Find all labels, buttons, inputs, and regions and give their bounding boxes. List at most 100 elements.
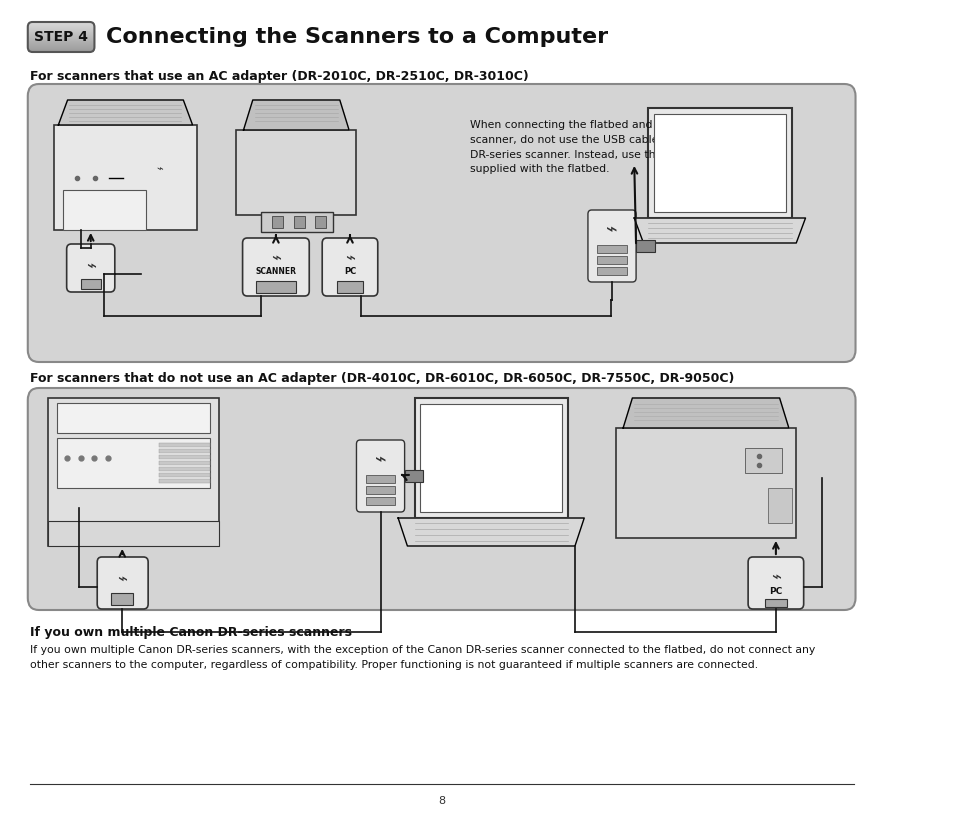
Polygon shape — [58, 100, 193, 125]
Text: Connecting the Scanners to a Computer: Connecting the Scanners to a Computer — [106, 27, 607, 47]
Text: ⌁: ⌁ — [375, 451, 386, 470]
Bar — [28, 48, 94, 49]
FancyBboxPatch shape — [747, 557, 802, 609]
Text: ⌁: ⌁ — [271, 249, 280, 267]
FancyBboxPatch shape — [97, 557, 148, 609]
Bar — [28, 29, 94, 30]
Bar — [28, 51, 94, 52]
Bar — [159, 455, 210, 459]
Text: PC: PC — [343, 267, 355, 276]
Bar — [615, 428, 796, 538]
Bar — [28, 28, 94, 29]
Text: ⌁: ⌁ — [117, 570, 127, 588]
Bar — [28, 38, 94, 39]
Bar — [28, 36, 94, 37]
Text: When connecting the flatbed and the Canon DR-series
scanner, do not use the USB : When connecting the flatbed and the Cano… — [470, 120, 767, 174]
Bar — [48, 398, 219, 546]
Bar — [159, 461, 210, 465]
Bar — [28, 40, 94, 41]
Bar — [28, 27, 94, 28]
Bar — [415, 398, 567, 518]
Bar — [28, 31, 94, 32]
Bar — [159, 449, 210, 453]
Bar — [159, 467, 210, 471]
Text: ⌁: ⌁ — [345, 249, 355, 267]
Bar — [28, 32, 94, 33]
Bar — [420, 404, 561, 512]
Text: ⌁: ⌁ — [156, 165, 163, 175]
Polygon shape — [397, 518, 583, 546]
Bar — [159, 479, 210, 483]
Bar — [365, 475, 395, 483]
Bar — [744, 448, 781, 473]
Text: If you own multiple Canon DR-series scanners, with the exception of the Canon DR: If you own multiple Canon DR-series scan… — [30, 645, 814, 670]
Bar — [63, 190, 146, 230]
Bar — [57, 403, 210, 433]
Bar — [636, 240, 654, 252]
Bar — [28, 37, 94, 38]
Bar — [597, 256, 626, 264]
Text: If you own multiple Canon DR-series scanners: If you own multiple Canon DR-series scan… — [30, 626, 352, 639]
Text: For scanners that do not use an AC adapter (DR-4010C, DR-6010C, DR-6050C, DR-755: For scanners that do not use an AC adapt… — [30, 372, 733, 385]
Bar — [80, 279, 101, 289]
Text: PC: PC — [768, 587, 781, 596]
Text: ⌁: ⌁ — [605, 221, 618, 240]
Bar — [53, 125, 197, 230]
Bar — [294, 216, 304, 228]
Bar — [28, 35, 94, 36]
Text: ⌁: ⌁ — [86, 257, 95, 275]
Bar — [28, 34, 94, 35]
Bar — [404, 470, 423, 482]
Bar — [28, 33, 94, 34]
FancyBboxPatch shape — [28, 84, 855, 362]
Bar — [597, 267, 626, 275]
Bar — [314, 216, 326, 228]
Bar — [653, 114, 785, 212]
Text: 8: 8 — [437, 796, 445, 806]
Bar — [597, 245, 626, 253]
FancyBboxPatch shape — [587, 210, 636, 282]
Bar — [28, 24, 94, 25]
Bar — [57, 438, 210, 488]
FancyBboxPatch shape — [242, 238, 309, 296]
FancyBboxPatch shape — [356, 440, 404, 512]
Bar — [255, 281, 296, 293]
Bar — [28, 44, 94, 45]
Polygon shape — [622, 398, 788, 428]
Bar — [48, 521, 219, 546]
Bar — [28, 43, 94, 44]
Bar — [28, 25, 94, 26]
Bar — [28, 45, 94, 46]
Bar — [28, 22, 94, 23]
Bar — [111, 593, 133, 605]
Bar — [235, 130, 356, 215]
Bar — [159, 443, 210, 447]
Bar — [365, 497, 395, 505]
Bar — [261, 212, 333, 232]
Bar — [272, 216, 283, 228]
Bar — [28, 41, 94, 42]
Bar — [28, 42, 94, 43]
Polygon shape — [243, 100, 349, 130]
Bar — [28, 47, 94, 48]
Bar — [159, 473, 210, 477]
Bar — [28, 46, 94, 47]
Bar — [764, 599, 786, 607]
Bar — [28, 23, 94, 24]
Bar — [28, 49, 94, 50]
FancyBboxPatch shape — [28, 388, 855, 610]
Bar — [647, 108, 791, 218]
Bar — [365, 486, 395, 494]
Text: ⌁: ⌁ — [770, 568, 781, 586]
Bar — [768, 488, 791, 523]
Bar — [28, 39, 94, 40]
Text: For scanners that use an AC adapter (DR-2010C, DR-2510C, DR-3010C): For scanners that use an AC adapter (DR-… — [30, 70, 528, 83]
Bar — [28, 26, 94, 27]
Bar — [336, 281, 362, 293]
FancyBboxPatch shape — [322, 238, 377, 296]
Polygon shape — [634, 218, 804, 243]
Text: SCANNER: SCANNER — [255, 267, 296, 276]
FancyBboxPatch shape — [67, 244, 114, 292]
Bar — [28, 50, 94, 51]
Text: STEP 4: STEP 4 — [34, 30, 88, 44]
